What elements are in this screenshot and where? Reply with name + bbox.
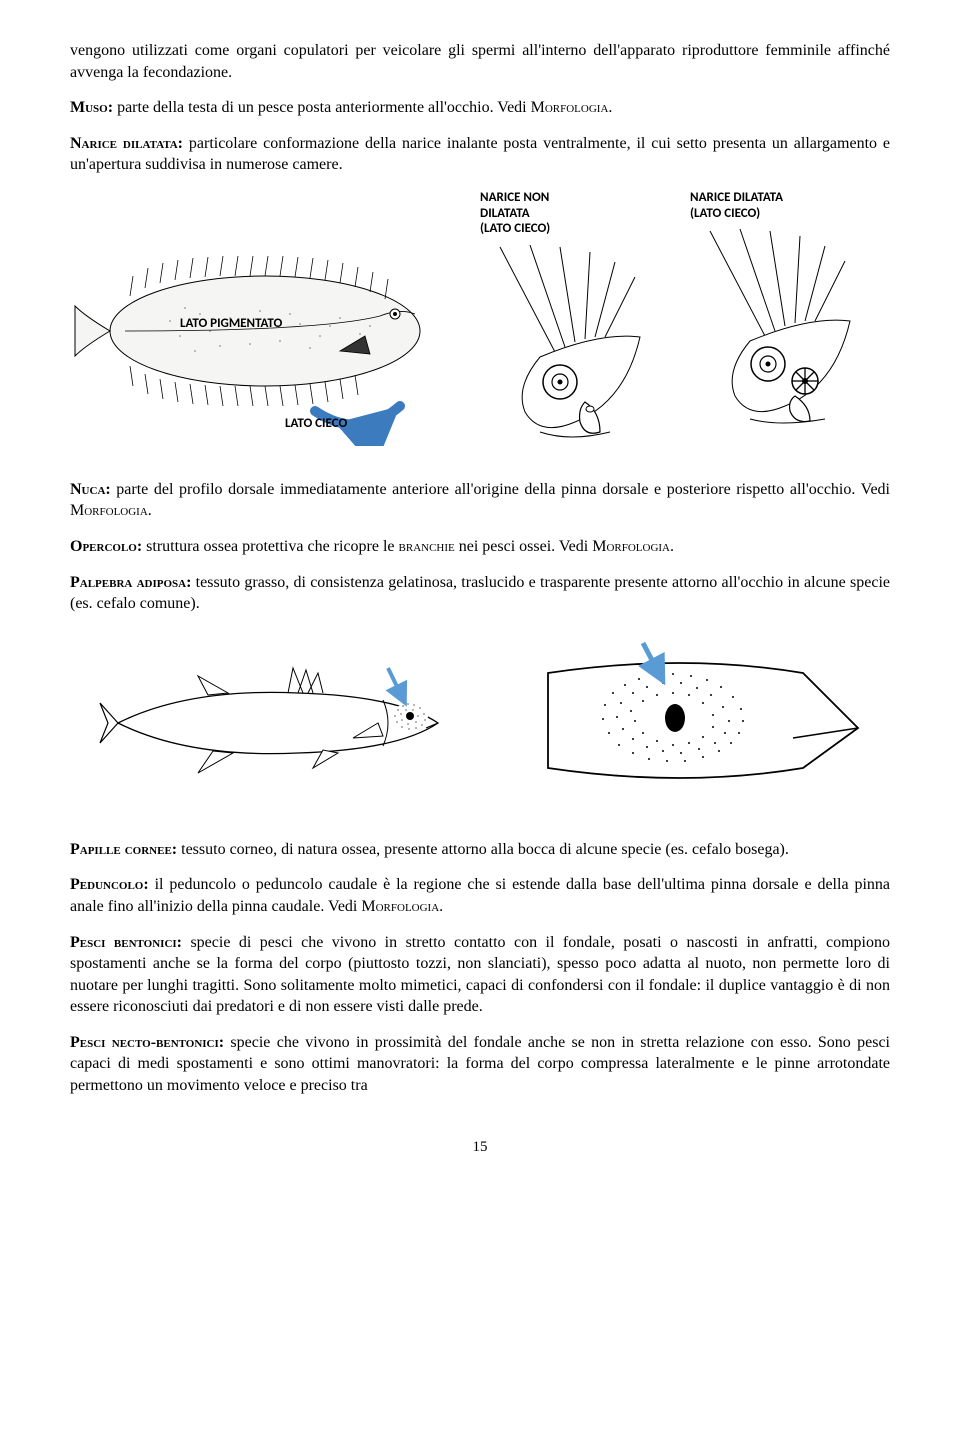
body-peduncolo: il peduncolo o peduncolo caudale è la re…: [70, 876, 890, 915]
body-palpebra: tessuto grasso, di consistenza gelatinos…: [70, 574, 890, 613]
label-dilatata: NARICE DILATATA (LATO CIECO): [690, 190, 890, 221]
mullet-whole-svg: [98, 638, 458, 798]
para-necto: Pesci necto-bentonici: specie che vivono…: [70, 1032, 890, 1097]
nostril-dil-svg: [690, 221, 870, 431]
para-papille: Papille cornee: tessuto corneo, di natur…: [70, 839, 890, 861]
body-opercolo-2: nei pesci ossei. Vedi: [455, 538, 592, 555]
period-1: .: [608, 99, 612, 116]
term-nuca: Nuca:: [70, 481, 111, 498]
body-opercolo-1: struttura ossea protettiva che ricopre l…: [142, 538, 398, 555]
para-intro: vengono utilizzati come organi copulator…: [70, 40, 890, 83]
ref-morfologia-3: Morfologia: [592, 538, 670, 555]
para-opercolo: Opercolo: struttura ossea protettiva che…: [70, 536, 890, 558]
nostril-dilatata: NARICE DILATATA (LATO CIECO): [690, 190, 890, 431]
period-4: .: [439, 898, 443, 915]
term-muso: Muso:: [70, 99, 113, 116]
label-non-dilatata: NARICE NON DILATATA (LATO CIECO): [480, 190, 680, 237]
body-muso: parte della testa di un pesce posta ante…: [113, 99, 531, 116]
term-opercolo: Opercolo:: [70, 538, 142, 555]
para-narice: Narice dilatata: particolare conformazio…: [70, 133, 890, 176]
ref-morfologia-4: Morfologia: [361, 898, 439, 915]
term-peduncolo: Peduncolo:: [70, 876, 149, 893]
figure-narice-row: LATO PIGMENTATO LATO CIECO NARICE NON DI…: [70, 190, 890, 447]
term-palpebra: Palpebra adiposa:: [70, 574, 191, 591]
term-bentonici: Pesci bentonici:: [70, 934, 182, 951]
flatfish-figure: LATO PIGMENTATO LATO CIECO: [70, 190, 470, 446]
term-necto: Pesci necto-bentonici:: [70, 1034, 224, 1051]
label-lato-cieco: LATO CIECO: [285, 415, 347, 433]
nostril-non-dilatata: NARICE NON DILATATA (LATO CIECO): [480, 190, 680, 447]
mullet-head-svg: [543, 633, 863, 803]
nostril-non-svg: [480, 237, 660, 447]
page-number: 15: [70, 1137, 890, 1157]
ref-branchie: branchie: [399, 538, 455, 555]
ref-morfologia-1: Morfologia: [531, 99, 609, 116]
figure-palpebra-row: [70, 633, 890, 803]
para-nuca: Nuca: parte del profilo dorsale immediat…: [70, 479, 890, 522]
term-papille: Papille cornee:: [70, 841, 177, 858]
body-bentonici: specie di pesci che vivono in stretto co…: [70, 934, 890, 1016]
label-lato-pigmentato: LATO PIGMENTATO: [180, 315, 282, 333]
period-2: .: [148, 502, 152, 519]
ref-morfologia-2: Morfologia: [70, 502, 148, 519]
body-papille: tessuto corneo, di natura ossea, present…: [177, 841, 789, 858]
body-narice: particolare conformazione della narice i…: [70, 135, 890, 174]
period-3: .: [670, 538, 674, 555]
body-nuca: parte del profilo dorsale immediatamente…: [111, 481, 890, 498]
para-bentonici: Pesci bentonici: specie di pesci che viv…: [70, 932, 890, 1018]
para-palpebra: Palpebra adiposa: tessuto grasso, di con…: [70, 572, 890, 615]
para-muso: Muso: parte della testa di un pesce post…: [70, 97, 890, 119]
flatfish-svg: [70, 236, 450, 446]
term-narice: Narice dilatata:: [70, 135, 183, 152]
para-peduncolo: Peduncolo: il peduncolo o peduncolo caud…: [70, 874, 890, 917]
